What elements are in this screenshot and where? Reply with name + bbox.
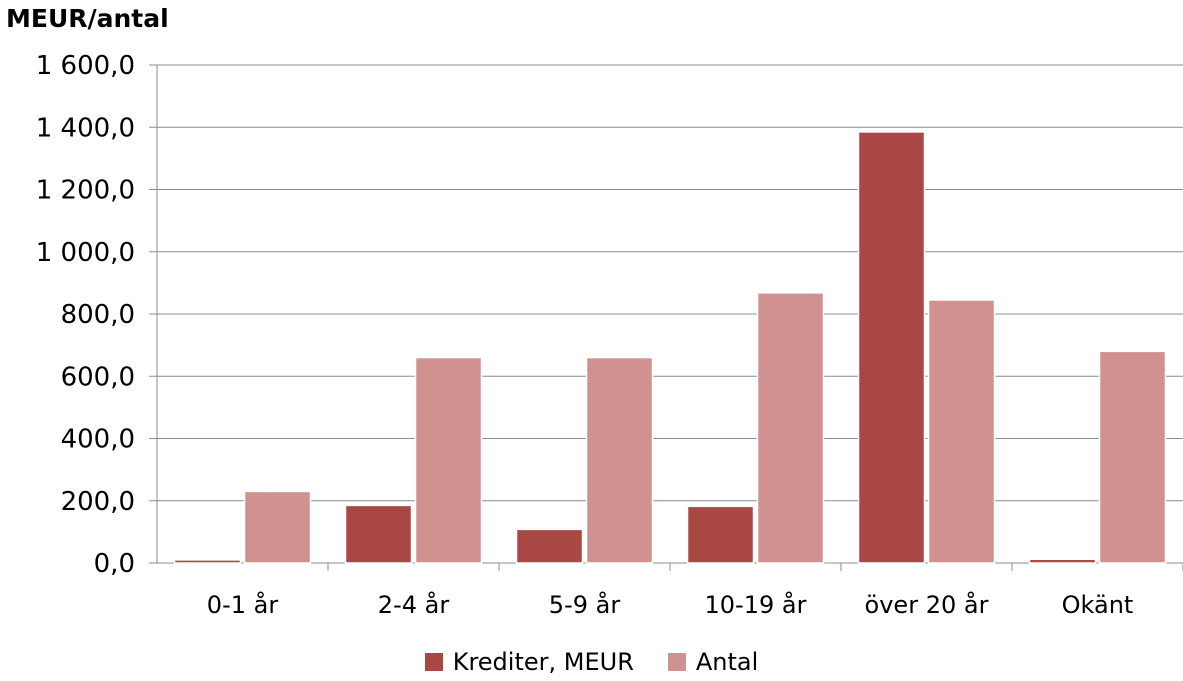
x-tick-label: 5-9 år (549, 590, 621, 619)
y-tick-label: 1 200,0 (36, 176, 135, 206)
y-tick-label: 1 000,0 (36, 238, 135, 268)
bar-antal (1098, 350, 1167, 564)
y-axis-unit-label: MEUR/antal (6, 4, 169, 33)
x-tick-label: 2-4 år (378, 590, 450, 619)
bar-antal (585, 356, 654, 564)
bar-krediter (515, 528, 584, 564)
y-tick-label: 1 600,0 (36, 51, 135, 81)
x-tick-label: Okänt (1062, 591, 1134, 619)
bar-krediter (1028, 558, 1097, 564)
y-tick-label: 200,0 (61, 487, 135, 517)
x-tick-label: 10-19 år (705, 590, 807, 619)
y-tick-label: 400,0 (61, 425, 135, 455)
bar-krediter (344, 504, 413, 564)
bar-antal (414, 356, 483, 564)
y-tick-label: 800,0 (61, 300, 135, 330)
legend-label-antal: Antal (695, 648, 759, 676)
legend-swatch-antal (667, 653, 686, 671)
bar-krediter (857, 131, 926, 564)
y-tick-label: 0,0 (94, 549, 135, 579)
legend: Krediter, MEUR Antal (0, 648, 1183, 676)
bar-krediter (173, 559, 242, 564)
bar-antal (927, 299, 996, 564)
legend-swatch-krediter (424, 653, 443, 671)
bar-antal (243, 490, 312, 564)
y-tick-label: 1 400,0 (36, 113, 135, 143)
x-tick-label: 0-1 år (207, 590, 279, 619)
legend-label-krediter: Krediter, MEUR (452, 648, 634, 676)
bar-antal (756, 292, 825, 564)
legend-item-antal: Antal (667, 648, 759, 676)
y-tick-label: 600,0 (61, 362, 135, 392)
legend-item-krediter: Krediter, MEUR (424, 648, 634, 676)
x-tick-label: över 20 år (865, 590, 989, 619)
bar-krediter (686, 505, 755, 564)
